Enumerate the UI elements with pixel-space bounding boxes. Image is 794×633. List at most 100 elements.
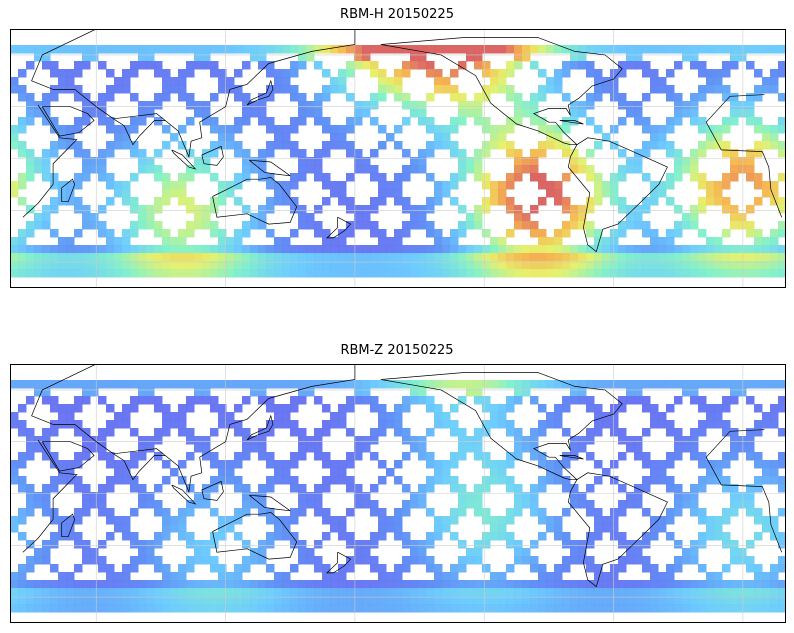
- swath-cell: [370, 149, 379, 158]
- swath-cell: [602, 596, 611, 605]
- swath-cell: [178, 253, 187, 262]
- swath-cell: [362, 500, 371, 509]
- swath-cell: [202, 157, 211, 166]
- swath-cell: [82, 580, 91, 589]
- swath-cell: [570, 580, 579, 589]
- swath-cell: [122, 133, 131, 142]
- swath-cell: [306, 157, 315, 166]
- swath-cell: [322, 588, 331, 597]
- swath-cell: [258, 548, 267, 557]
- swath-cell: [698, 476, 707, 485]
- swath-cell: [450, 508, 459, 517]
- swath-cell: [498, 45, 507, 54]
- swath-cell: [706, 412, 715, 421]
- swath-cell: [682, 157, 691, 166]
- swath-cell: [130, 452, 139, 461]
- swath-cell: [650, 69, 659, 78]
- swath-cell: [730, 213, 739, 222]
- swath-cell: [298, 444, 307, 453]
- top-madagascar-coast: [61, 178, 76, 203]
- swath-cell: [42, 492, 51, 501]
- swath-cell: [450, 596, 459, 605]
- swath-cell: [490, 468, 499, 477]
- swath-cell: [242, 508, 251, 517]
- swath-cell: [346, 205, 355, 214]
- swath-cell: [106, 516, 115, 525]
- swath-cell: [642, 149, 651, 158]
- swath-cell: [490, 460, 499, 469]
- swath-cell: [690, 492, 699, 501]
- swath-cell: [210, 173, 219, 182]
- swath-cell: [122, 476, 131, 485]
- swath-cell: [690, 604, 699, 613]
- swath-cell: [322, 93, 331, 102]
- swath-cell: [202, 596, 211, 605]
- swath-cell: [602, 261, 611, 270]
- swath-cell: [66, 580, 75, 589]
- swath-cell: [402, 197, 411, 206]
- swath-cell: [426, 564, 435, 573]
- swath-cell: [66, 253, 75, 262]
- swath-cell: [42, 45, 51, 54]
- swath-cell: [538, 69, 547, 78]
- swath-cell: [474, 253, 483, 262]
- swath-cell: [650, 269, 659, 278]
- swath-cell: [658, 181, 667, 190]
- swath-cell: [274, 516, 283, 525]
- swath-cell: [274, 269, 283, 278]
- swath-cell: [322, 428, 331, 437]
- swath-cell: [258, 205, 267, 214]
- swath-cell: [762, 468, 771, 477]
- swath-cell: [514, 396, 523, 405]
- swath-cell: [578, 540, 587, 549]
- swath-cell: [234, 516, 243, 525]
- swath-cell: [282, 181, 291, 190]
- swath-cell: [586, 452, 595, 461]
- swath-cell: [18, 197, 27, 206]
- swath-cell: [74, 404, 83, 413]
- swath-cell: [58, 572, 67, 581]
- swath-cell: [130, 229, 139, 238]
- swath-cell: [770, 261, 779, 270]
- swath-cell: [290, 205, 299, 214]
- swath-cell: [42, 396, 51, 405]
- swath-cell: [650, 532, 659, 541]
- swath-cell: [458, 508, 467, 517]
- swath-cell: [490, 596, 499, 605]
- swath-cell: [186, 101, 195, 110]
- swath-cell: [74, 596, 83, 605]
- swath-cell: [74, 245, 83, 254]
- swath-cell: [370, 604, 379, 613]
- swath-cell: [42, 500, 51, 509]
- swath-cell: [266, 484, 275, 493]
- swath-cell: [10, 253, 19, 262]
- swath-cell: [186, 396, 195, 405]
- swath-cell: [514, 436, 523, 445]
- swath-cell: [258, 253, 267, 262]
- swath-cell: [682, 492, 691, 501]
- swath-cell: [746, 157, 755, 166]
- swath-cell: [122, 420, 131, 429]
- swath-cell: [306, 261, 315, 270]
- swath-cell: [586, 93, 595, 102]
- swath-cell: [394, 420, 403, 429]
- swath-cell: [202, 492, 211, 501]
- swath-cell: [354, 484, 363, 493]
- swath-cell: [130, 69, 139, 78]
- swath-cell: [42, 548, 51, 557]
- swath-cell: [482, 516, 491, 525]
- swath-cell: [98, 396, 107, 405]
- swath-cell: [570, 540, 579, 549]
- swath-cell: [722, 532, 731, 541]
- swath-cell: [682, 53, 691, 62]
- swath-cell: [658, 189, 667, 198]
- swath-cell: [778, 564, 786, 573]
- swath-cell: [178, 588, 187, 597]
- swath-cell: [610, 181, 619, 190]
- swath-cell: [562, 149, 571, 158]
- swath-cell: [90, 596, 99, 605]
- swath-cell: [762, 604, 771, 613]
- swath-cell: [330, 245, 339, 254]
- swath-cell: [434, 261, 443, 270]
- swath-cell: [410, 269, 419, 278]
